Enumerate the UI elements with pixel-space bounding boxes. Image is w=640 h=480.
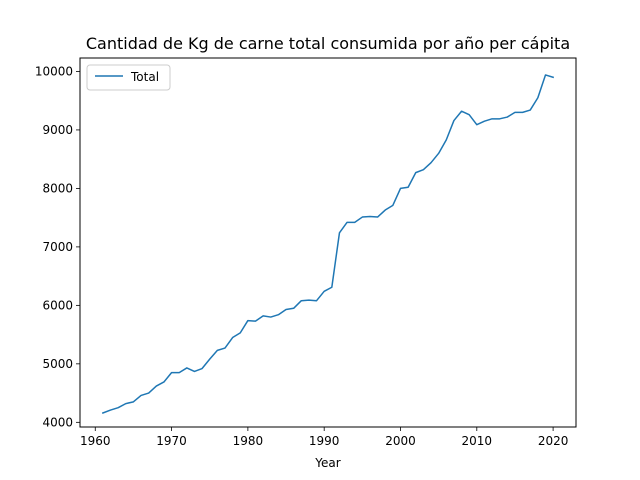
y-tick-label: 8000 <box>42 181 73 195</box>
y-tick-label: 4000 <box>42 415 73 429</box>
x-tick-label: 2010 <box>462 434 493 448</box>
plot-area <box>101 74 555 414</box>
chart-title: Cantidad de Kg de carne total consumida … <box>86 34 570 53</box>
x-tick-label: 2020 <box>538 434 569 448</box>
x-axis: 1960 1970 1980 1990 2000 2010 2020 <box>80 427 568 448</box>
axes-frame <box>79 57 577 428</box>
y-tick-label: 6000 <box>42 298 73 312</box>
y-tick-label: 10000 <box>35 64 73 78</box>
x-tick-label: 1970 <box>156 434 187 448</box>
x-tick-label: 1990 <box>309 434 340 448</box>
x-tick-label: 2000 <box>385 434 416 448</box>
legend: Total <box>86 64 171 91</box>
x-tick-label: 1980 <box>233 434 264 448</box>
legend-box <box>86 64 171 91</box>
x-axis-label: Year <box>314 456 340 470</box>
legend-label-total: Total <box>130 70 159 84</box>
y-tick-label: 5000 <box>42 357 73 371</box>
y-axis: 4000 5000 6000 7000 8000 9000 10000 <box>35 64 80 429</box>
x-tick-label: 1960 <box>80 434 111 448</box>
y-tick-label: 9000 <box>42 123 73 137</box>
y-tick-label: 7000 <box>42 240 73 254</box>
series-line-total <box>101 74 555 414</box>
